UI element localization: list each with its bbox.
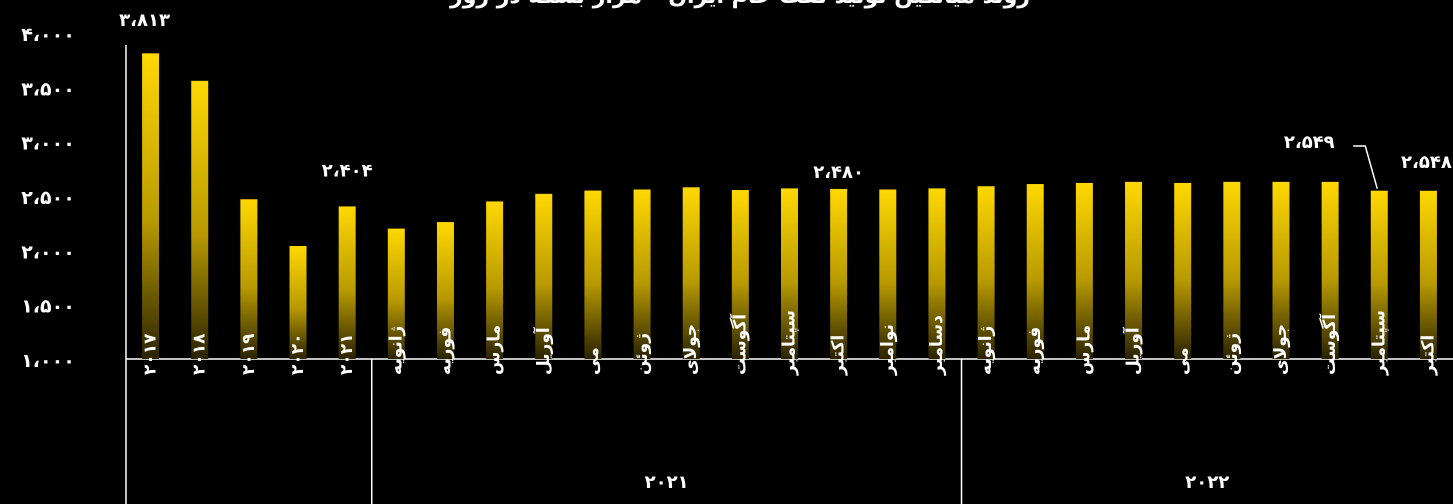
bar [731, 190, 749, 359]
x-tick-label: ژوئن [1222, 333, 1242, 375]
x-tick-label: ژانویه [976, 326, 996, 375]
bar [1075, 182, 1093, 359]
data-label: ۲،۴۰۴ [322, 160, 373, 181]
x-tick-label: ۲۰۲۰ [288, 333, 308, 375]
data-label: ۲،۵۴۹ [1284, 132, 1335, 153]
x-tick-label: فوریه [1025, 327, 1045, 375]
x-tick-label: مارس [485, 325, 505, 375]
x-tick-label: آوریل [1122, 326, 1144, 375]
y-tick-label: ۴،۰۰۰ [21, 24, 75, 46]
bar [584, 190, 602, 359]
x-tick-label: فوریه [435, 327, 455, 375]
chart-title: روند میانگین تولید نفت خام ایران – هزار … [380, 0, 1100, 9]
bar [142, 53, 160, 359]
x-tick-label: ۲۰۱۹ [239, 333, 259, 375]
bar [879, 189, 897, 359]
bar [1321, 181, 1339, 359]
y-tick-label: ۳،۵۰۰ [21, 78, 75, 100]
data-label: ۲،۵۴۸ [1401, 152, 1452, 173]
bar [1223, 181, 1241, 359]
x-tick-label: اکتبر [1418, 335, 1438, 376]
x-tick-label: ۲۰۱۸ [190, 333, 210, 375]
bar [191, 80, 209, 360]
bar [1419, 190, 1437, 359]
x-tick-label: جولای [681, 324, 701, 375]
x-tick-label: می [583, 347, 603, 375]
x-tick-label: آگوست [1318, 313, 1340, 375]
bar [830, 188, 848, 359]
bar [289, 245, 307, 359]
x-tick-label: آوریل [532, 326, 554, 375]
y-tick-label: ۱،۵۰۰ [21, 296, 75, 318]
x-tick-label: آگوست [728, 313, 750, 375]
data-label-leader [1353, 145, 1378, 189]
x-tick-label: نوامبر [878, 324, 898, 376]
x-tick-label: سپتامبر [1369, 310, 1389, 376]
data-label: ۳،۸۱۳ [119, 10, 170, 31]
y-tick-label: ۳،۰۰۰ [21, 133, 75, 155]
bar [240, 199, 258, 359]
x-tick-label: ۲۰۲۱ [337, 333, 357, 375]
y-tick-label: ۲،۵۰۰ [21, 187, 75, 209]
bar [928, 188, 946, 359]
x-tick-label: دسامبر [927, 315, 947, 376]
y-tick-label: ۱،۰۰۰ [21, 350, 75, 372]
bar [682, 187, 700, 359]
group-label: ۲۰۲۲ [1185, 472, 1229, 493]
bar [436, 222, 454, 359]
bar [781, 188, 798, 359]
bar [1370, 190, 1388, 359]
y-tick-label: ۲،۰۰۰ [21, 241, 75, 263]
bar [1174, 182, 1192, 359]
group-label: ۲۰۲۱ [645, 472, 689, 493]
bar [486, 201, 504, 359]
data-label: ۲،۴۸۰ [813, 162, 864, 183]
x-tick-label: می [1173, 347, 1193, 375]
x-tick-label: سپتامبر [780, 310, 800, 376]
bar [633, 189, 651, 359]
x-tick-label: مارس [1074, 325, 1094, 375]
bar [535, 193, 553, 359]
bar [338, 206, 356, 359]
x-tick-label: ژانویه [386, 326, 406, 375]
bar [1272, 181, 1290, 359]
bar [977, 186, 995, 359]
bar [1026, 184, 1044, 359]
bar [1125, 181, 1143, 359]
x-tick-label: جولای [1271, 324, 1291, 375]
bar [387, 228, 405, 359]
x-tick-label: ژوئن [632, 333, 652, 375]
x-tick-label: اکتبر [829, 335, 849, 376]
x-tick-label: ۲۰۱۷ [141, 333, 161, 375]
